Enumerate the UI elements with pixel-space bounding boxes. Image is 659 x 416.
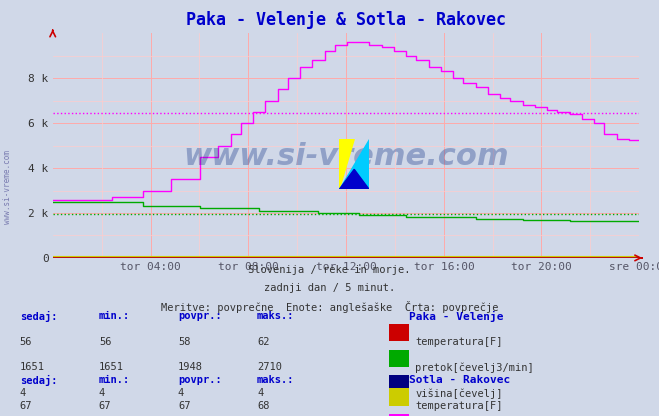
Text: 67: 67	[20, 401, 32, 411]
Text: pretok[čevelj3/min]: pretok[čevelj3/min]	[415, 362, 534, 373]
Text: povpr.:: povpr.:	[178, 375, 221, 385]
Text: 1651: 1651	[99, 362, 124, 372]
FancyBboxPatch shape	[389, 414, 409, 416]
Polygon shape	[339, 139, 369, 189]
Polygon shape	[339, 139, 355, 189]
Text: maks.:: maks.:	[257, 311, 295, 321]
Text: 67: 67	[178, 401, 190, 411]
Text: temperatura[F]: temperatura[F]	[415, 337, 503, 347]
Text: višina[čevelj]: višina[čevelj]	[415, 388, 503, 399]
Text: min.:: min.:	[99, 375, 130, 385]
Text: povpr.:: povpr.:	[178, 311, 221, 321]
Text: Meritve: povprečne  Enote: anglešaške  Črta: povprečje: Meritve: povprečne Enote: anglešaške Črt…	[161, 301, 498, 313]
Text: 62: 62	[257, 337, 270, 347]
Text: Slovenija / reke in morje.: Slovenija / reke in morje.	[248, 265, 411, 275]
Text: temperatura[F]: temperatura[F]	[415, 401, 503, 411]
Text: 56: 56	[20, 337, 32, 347]
Text: 4: 4	[99, 388, 105, 398]
Text: 68: 68	[257, 401, 270, 411]
Text: Sotla - Rakovec: Sotla - Rakovec	[409, 375, 510, 385]
Text: www.si-vreme.com: www.si-vreme.com	[183, 142, 509, 171]
FancyBboxPatch shape	[389, 388, 409, 406]
Text: maks.:: maks.:	[257, 375, 295, 385]
Text: sedaj:: sedaj:	[20, 375, 57, 386]
Polygon shape	[339, 169, 369, 189]
Text: 4: 4	[20, 388, 26, 398]
Text: 4: 4	[178, 388, 184, 398]
Text: Paka - Velenje: Paka - Velenje	[409, 311, 503, 322]
Text: min.:: min.:	[99, 311, 130, 321]
FancyBboxPatch shape	[389, 349, 409, 367]
Text: 56: 56	[99, 337, 111, 347]
Text: 67: 67	[99, 401, 111, 411]
Title: Paka - Velenje & Sotla - Rakovec: Paka - Velenje & Sotla - Rakovec	[186, 11, 506, 29]
Text: www.si-vreme.com: www.si-vreme.com	[3, 150, 13, 224]
FancyBboxPatch shape	[389, 375, 409, 393]
Text: 1948: 1948	[178, 362, 203, 372]
Text: 1651: 1651	[20, 362, 45, 372]
Text: zadnji dan / 5 minut.: zadnji dan / 5 minut.	[264, 283, 395, 293]
Text: 2710: 2710	[257, 362, 282, 372]
FancyBboxPatch shape	[389, 324, 409, 342]
Text: 58: 58	[178, 337, 190, 347]
Text: 4: 4	[257, 388, 263, 398]
Text: sedaj:: sedaj:	[20, 311, 57, 322]
